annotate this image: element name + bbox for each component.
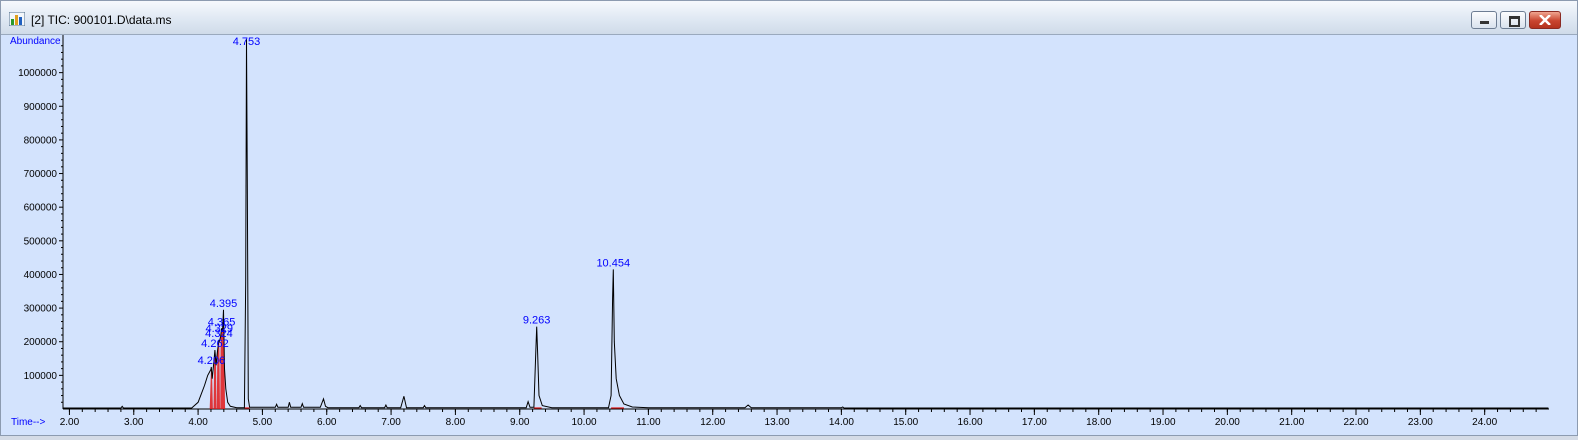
peak-label: 4.753 bbox=[233, 36, 261, 48]
x-tick-label: 2.00 bbox=[60, 417, 80, 428]
x-tick-label: 23.00 bbox=[1408, 417, 1433, 428]
y-tick-label: 700000 bbox=[24, 169, 58, 180]
x-tick-label: 14.00 bbox=[829, 417, 854, 428]
y-tick-label: 500000 bbox=[24, 236, 58, 247]
close-button[interactable] bbox=[1529, 11, 1561, 29]
peak-label: 4.329 bbox=[205, 323, 233, 335]
integrated-peak-area bbox=[216, 340, 220, 409]
y-axis-label: Abundance bbox=[10, 36, 61, 47]
maximize-icon bbox=[1509, 16, 1520, 27]
peak-label: 4.324 bbox=[205, 328, 233, 340]
peak-label: 9.263 bbox=[523, 315, 551, 327]
x-tick-label: 3.00 bbox=[124, 417, 144, 428]
y-tick-label: 600000 bbox=[24, 203, 58, 214]
minimize-icon bbox=[1480, 21, 1489, 24]
minimize-button[interactable] bbox=[1471, 11, 1497, 29]
x-axis-label: Time--> bbox=[11, 417, 46, 428]
y-tick-label: 900000 bbox=[24, 102, 58, 113]
y-tick-label: 300000 bbox=[24, 304, 58, 315]
peak-label: 4.395 bbox=[210, 298, 238, 310]
y-tick-label: 100000 bbox=[24, 371, 58, 382]
x-tick-label: 20.00 bbox=[1215, 417, 1240, 428]
x-tick-label: 6.00 bbox=[317, 417, 337, 428]
x-tick-label: 19.00 bbox=[1151, 417, 1176, 428]
chromatogram-app-icon bbox=[9, 12, 25, 26]
x-tick-label: 15.00 bbox=[893, 417, 918, 428]
y-tick-label: 200000 bbox=[24, 337, 58, 348]
y-tick-label: 1000000 bbox=[18, 68, 57, 79]
x-tick-label: 17.00 bbox=[1022, 417, 1047, 428]
y-tick-label: 800000 bbox=[24, 135, 58, 146]
tic-chromatogram: Abundance Time--> 2.00 3.00 4.00 5.00 6.00 7.… bbox=[10, 35, 1549, 428]
peak-label: 10.454 bbox=[596, 257, 630, 269]
window-title: [2] TIC: 900101.D\data.ms bbox=[31, 13, 172, 27]
x-tick-label: 4.00 bbox=[188, 417, 208, 428]
peak-label: 4.365 bbox=[208, 316, 236, 328]
x-tick-label: 5.00 bbox=[253, 417, 273, 428]
x-tick-label: 10.00 bbox=[572, 417, 597, 428]
peak-label: 4.206 bbox=[198, 355, 226, 367]
x-tick-label: 16.00 bbox=[958, 417, 983, 428]
x-tick-label: 24.00 bbox=[1472, 417, 1497, 428]
x-tick-label: 18.00 bbox=[1086, 417, 1111, 428]
x-tick-label: 21.00 bbox=[1279, 417, 1304, 428]
x-tick-label: 7.00 bbox=[381, 417, 401, 428]
maximize-button[interactable] bbox=[1500, 11, 1526, 29]
tic-trace bbox=[63, 38, 1549, 409]
close-icon bbox=[1539, 15, 1551, 25]
x-tick-label: 13.00 bbox=[765, 417, 790, 428]
x-tick-label: 9.00 bbox=[510, 417, 530, 428]
x-tick-label: 12.00 bbox=[700, 417, 725, 428]
peak-label: 4.262 bbox=[201, 338, 229, 350]
plot-area[interactable]: Abundance Time--> 2.00 3.00 4.00 5.00 6.00 7.… bbox=[1, 35, 1577, 435]
x-tick-label: 8.00 bbox=[446, 417, 466, 428]
x-tick-label: 22.00 bbox=[1343, 417, 1368, 428]
title-bar[interactable]: [2] TIC: 900101.D\data.ms bbox=[1, 1, 1577, 35]
x-tick-label: 11.00 bbox=[636, 417, 661, 428]
y-tick-label: 400000 bbox=[24, 270, 58, 281]
